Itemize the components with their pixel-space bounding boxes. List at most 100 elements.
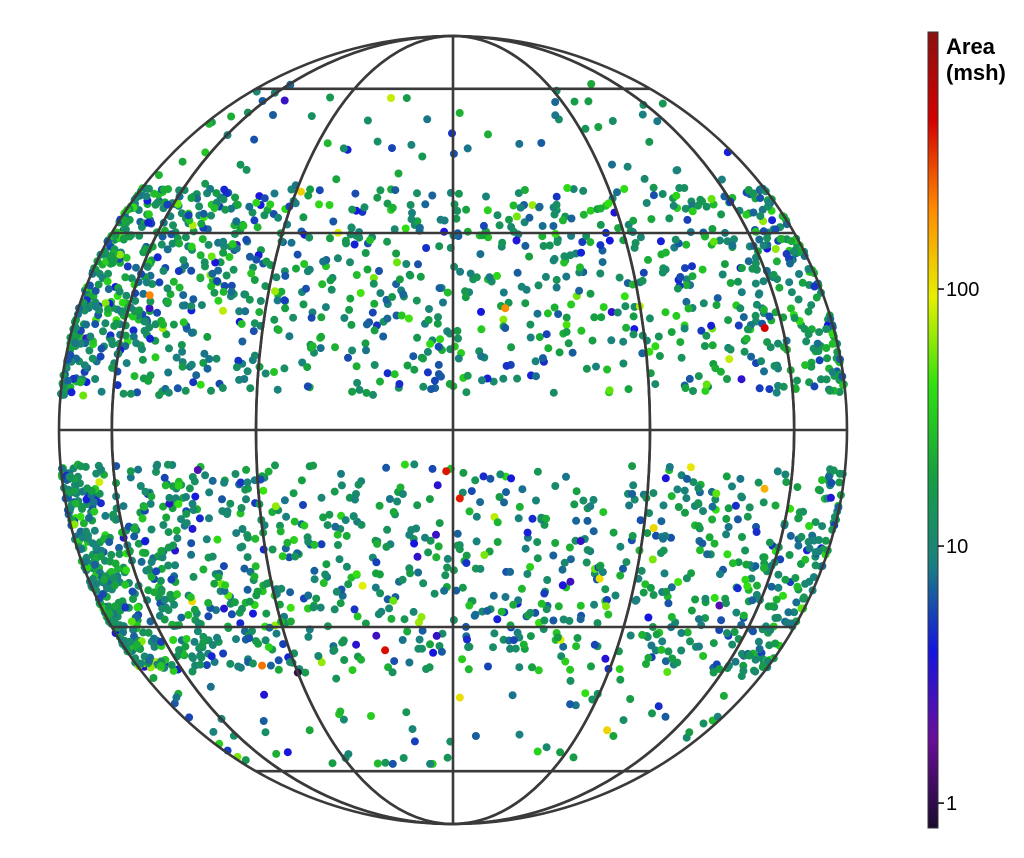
- sunspot-point: [205, 514, 213, 523]
- sunspot-point: [699, 299, 708, 308]
- sunspot-point: [219, 287, 228, 296]
- sunspot-point: [579, 186, 588, 195]
- sunspot-point: [636, 233, 645, 242]
- sunspot-point: [604, 199, 613, 208]
- sunspot-point: [156, 662, 165, 670]
- sunspot-point: [300, 521, 309, 530]
- graticule-grid: [57, 34, 849, 826]
- sunspot-point: [373, 539, 382, 548]
- sunspot-point: [97, 465, 106, 474]
- sunspot-point: [76, 378, 85, 387]
- sunspot-point: [76, 512, 85, 521]
- sunspot-point: [206, 682, 215, 691]
- sunspot-point: [242, 495, 250, 504]
- sunspot-point: [302, 284, 310, 293]
- sunspot-point: [353, 612, 362, 621]
- sunspot-point: [208, 552, 217, 561]
- sunspot-point: [708, 341, 717, 350]
- sunspot-point: [549, 388, 558, 397]
- sunspot-point: [649, 591, 658, 599]
- sunspot-point: [317, 313, 326, 322]
- sunspot-point: [622, 323, 631, 332]
- sunspot-point: [357, 520, 366, 529]
- sunspot-point: [125, 232, 134, 241]
- sunspot-point: [145, 291, 154, 300]
- sunspot-point: [782, 249, 791, 258]
- sunspot-point: [219, 649, 228, 658]
- sunspot-point: [85, 513, 93, 522]
- sunspot-point: [88, 539, 97, 548]
- sunspot-point: [65, 472, 74, 481]
- sunspot-point: [97, 387, 106, 396]
- sunspot-point: [710, 539, 719, 548]
- sunspot-point: [643, 529, 652, 538]
- sunspot-point: [190, 637, 199, 646]
- sunspot-point: [232, 529, 241, 538]
- sunspot-point: [616, 571, 625, 580]
- sunspot-point: [372, 558, 381, 567]
- sunspot-point: [193, 466, 202, 474]
- sunspot-point: [199, 358, 208, 367]
- sunspot-point: [344, 580, 353, 589]
- sunspot-point: [493, 538, 502, 546]
- sunspot-point: [767, 582, 776, 591]
- sunspot-point: [236, 543, 245, 552]
- sunspot-point: [220, 604, 228, 613]
- sunspot-point: [150, 642, 159, 651]
- sunspot-point: [349, 512, 358, 521]
- sunspot-point: [79, 519, 88, 528]
- sunspot-point: [774, 339, 782, 348]
- sunspot-point: [599, 303, 608, 312]
- sunspot-point: [667, 492, 676, 501]
- sunspot-point: [266, 661, 275, 670]
- sunspot-point: [199, 565, 208, 574]
- sunspot-point: [458, 655, 467, 664]
- sunspot-point: [201, 179, 210, 188]
- sunspot-point: [639, 268, 648, 277]
- sunspot-point: [314, 652, 323, 660]
- sunspot-point: [147, 558, 156, 567]
- sunspot-point: [733, 515, 742, 524]
- sunspot-point: [550, 303, 559, 312]
- sunspot-point: [826, 386, 834, 395]
- sunspot-point: [826, 493, 835, 502]
- sunspot-point: [632, 595, 641, 604]
- sunspot-point: [502, 488, 510, 497]
- sunspot-point: [307, 313, 316, 322]
- sunspot-point: [282, 512, 291, 521]
- sunspot-point: [787, 288, 796, 297]
- sunspot-point: [376, 186, 385, 195]
- sunspot-point: [443, 753, 452, 762]
- sunspot-point: [346, 258, 354, 267]
- sunspot-point: [232, 363, 241, 372]
- sunspot-point: [122, 359, 131, 368]
- sunspot-point: [142, 278, 151, 287]
- sunspot-point: [570, 97, 579, 106]
- sunspot-point: [196, 273, 205, 282]
- sunspot-point: [676, 338, 685, 347]
- sunspot-point: [181, 642, 190, 651]
- sunspot-point: [243, 553, 252, 562]
- sunspot-point: [187, 360, 196, 369]
- sunspot-point: [688, 272, 697, 281]
- sunspot-point: [673, 658, 682, 667]
- sunspot-point: [236, 619, 245, 628]
- sunspot-point: [429, 648, 438, 657]
- sunspot-point: [373, 759, 382, 768]
- sunspot-point: [271, 502, 280, 511]
- sunspot-point: [230, 598, 239, 607]
- sunspot-point: [583, 546, 592, 554]
- sunspot-point: [235, 608, 244, 617]
- sunspot-point: [604, 610, 613, 619]
- sunspot-point: [234, 662, 243, 671]
- sunspot-point: [300, 260, 309, 268]
- sunspot-point: [756, 194, 765, 202]
- sunspot-point: [526, 320, 535, 329]
- sunspot-point: [96, 352, 105, 361]
- sunspot-point: [587, 662, 595, 671]
- sunspot-point: [389, 508, 398, 516]
- sunspot-point: [489, 377, 498, 386]
- sunspot-point: [658, 190, 667, 198]
- sunspot-point: [707, 321, 716, 330]
